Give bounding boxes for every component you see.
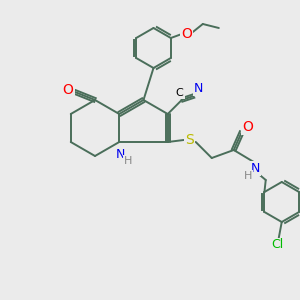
Text: O: O — [182, 27, 192, 41]
Text: O: O — [63, 83, 74, 97]
Text: N: N — [251, 161, 260, 175]
Text: H: H — [124, 156, 132, 166]
Text: Cl: Cl — [272, 238, 284, 251]
Text: H: H — [244, 171, 252, 181]
Text: S: S — [185, 133, 194, 147]
Text: O: O — [242, 120, 253, 134]
Text: C: C — [176, 88, 184, 98]
Text: N: N — [194, 82, 203, 94]
Text: N: N — [116, 148, 125, 160]
